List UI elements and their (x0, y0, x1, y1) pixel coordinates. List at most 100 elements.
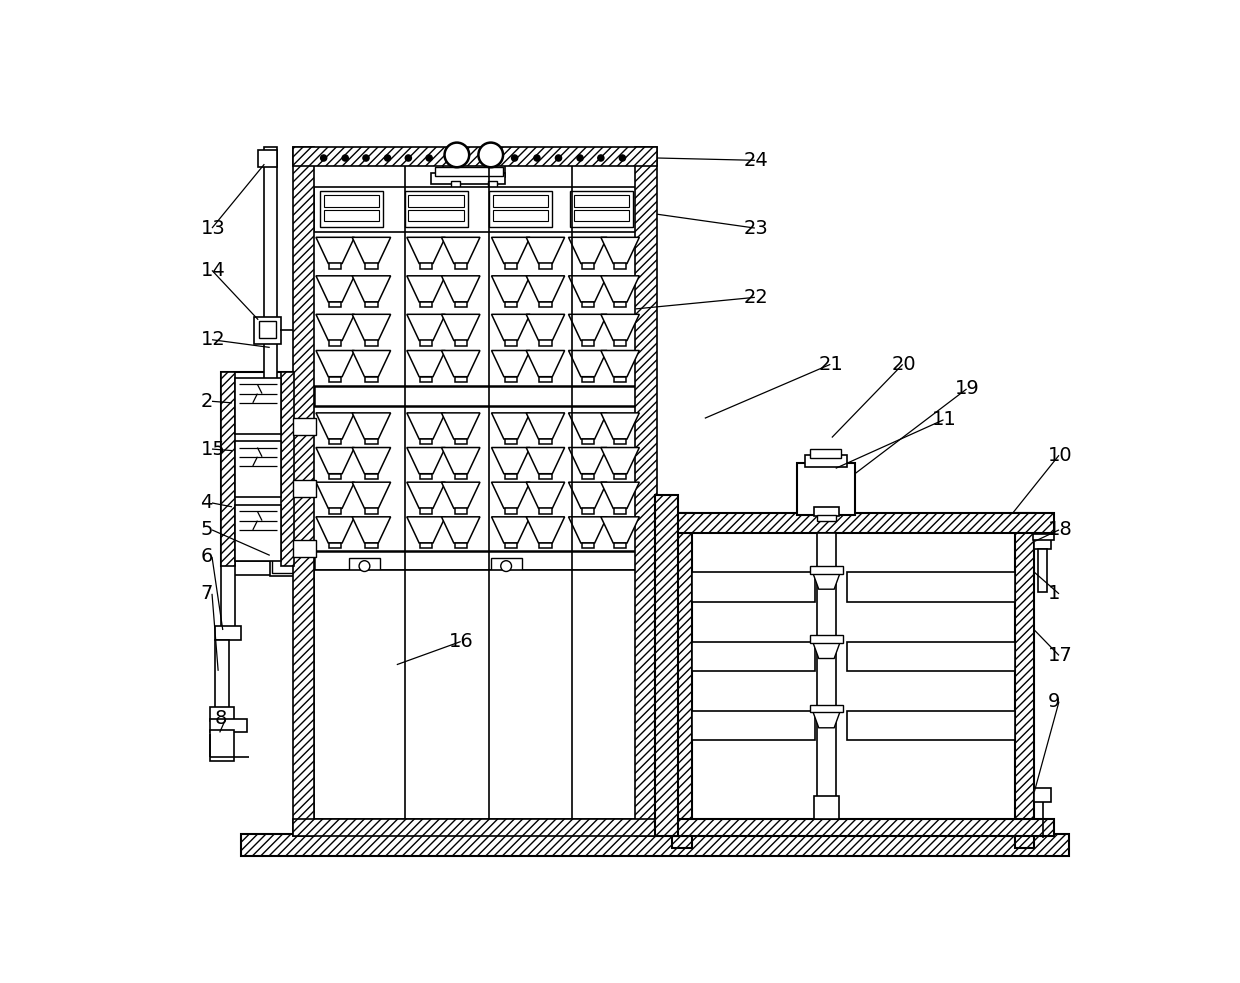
Polygon shape (568, 276, 608, 302)
Bar (1038, 549, 1048, 592)
Bar (366, 340, 377, 346)
Bar (420, 474, 433, 479)
Bar (494, 210, 548, 221)
Bar (293, 418, 316, 435)
Bar (329, 508, 341, 514)
Bar (614, 376, 626, 382)
Bar (408, 210, 464, 221)
Bar (232, 560, 298, 575)
Bar (315, 570, 635, 819)
Bar (539, 302, 552, 308)
Bar (1033, 534, 1054, 540)
Bar (491, 558, 522, 574)
Polygon shape (316, 276, 355, 302)
Polygon shape (812, 572, 841, 589)
Text: 22: 22 (743, 288, 768, 307)
Bar (614, 340, 626, 346)
Polygon shape (352, 276, 391, 302)
Bar (815, 795, 838, 819)
Polygon shape (352, 315, 391, 340)
Circle shape (512, 155, 517, 161)
Bar (817, 515, 836, 521)
Bar (692, 572, 815, 602)
Bar (1016, 513, 1034, 848)
Polygon shape (407, 237, 445, 263)
Bar (574, 195, 630, 206)
Bar (432, 173, 505, 184)
Polygon shape (526, 413, 564, 439)
Bar (455, 263, 467, 269)
Bar (293, 147, 315, 837)
Polygon shape (407, 351, 445, 376)
Bar (672, 819, 1054, 836)
Polygon shape (407, 483, 445, 508)
Bar (810, 449, 841, 458)
Bar (329, 302, 341, 308)
Bar (817, 533, 836, 806)
Polygon shape (491, 447, 529, 474)
Polygon shape (352, 413, 391, 439)
Bar (215, 640, 229, 710)
Polygon shape (526, 483, 564, 508)
Bar (582, 474, 594, 479)
Text: 23: 23 (743, 218, 768, 238)
Circle shape (384, 155, 391, 161)
Polygon shape (441, 447, 480, 474)
Circle shape (360, 560, 370, 571)
Text: 12: 12 (201, 330, 226, 349)
Bar (420, 439, 433, 444)
Bar (455, 376, 467, 382)
Polygon shape (601, 447, 640, 474)
Polygon shape (316, 517, 355, 543)
Polygon shape (601, 276, 640, 302)
Bar (420, 543, 433, 549)
Text: 19: 19 (955, 379, 980, 398)
Text: 20: 20 (892, 355, 916, 374)
Bar (221, 560, 236, 638)
Bar (420, 302, 433, 308)
Bar (320, 191, 383, 226)
Polygon shape (491, 351, 529, 376)
Polygon shape (601, 517, 640, 543)
Bar (1034, 787, 1052, 802)
Polygon shape (568, 315, 608, 340)
Polygon shape (316, 413, 355, 439)
Text: 7: 7 (201, 584, 213, 604)
Bar (672, 513, 1054, 533)
Bar (505, 543, 517, 549)
Bar (366, 376, 377, 382)
Bar (329, 376, 341, 382)
Bar (505, 340, 517, 346)
Bar (1034, 538, 1052, 549)
Bar (258, 150, 277, 167)
Polygon shape (812, 711, 841, 727)
Polygon shape (526, 517, 564, 543)
Bar (486, 160, 505, 177)
Bar (805, 455, 847, 467)
Bar (272, 551, 296, 573)
Polygon shape (441, 483, 480, 508)
Circle shape (619, 155, 625, 161)
Bar (329, 474, 341, 479)
Bar (315, 187, 635, 232)
Bar (455, 439, 467, 444)
Bar (324, 210, 379, 221)
Bar (329, 543, 341, 549)
Polygon shape (491, 517, 529, 543)
Polygon shape (316, 351, 355, 376)
Bar (408, 195, 464, 206)
Bar (293, 540, 316, 556)
Bar (293, 819, 657, 836)
Bar (420, 263, 433, 269)
Bar (505, 474, 517, 479)
Text: 15: 15 (201, 439, 226, 458)
Text: 24: 24 (743, 150, 768, 170)
Circle shape (427, 155, 433, 161)
Bar (236, 378, 280, 434)
Polygon shape (526, 276, 564, 302)
Polygon shape (407, 413, 445, 439)
Bar (366, 302, 377, 308)
Bar (329, 340, 341, 346)
Bar (582, 263, 594, 269)
Bar (254, 317, 281, 344)
